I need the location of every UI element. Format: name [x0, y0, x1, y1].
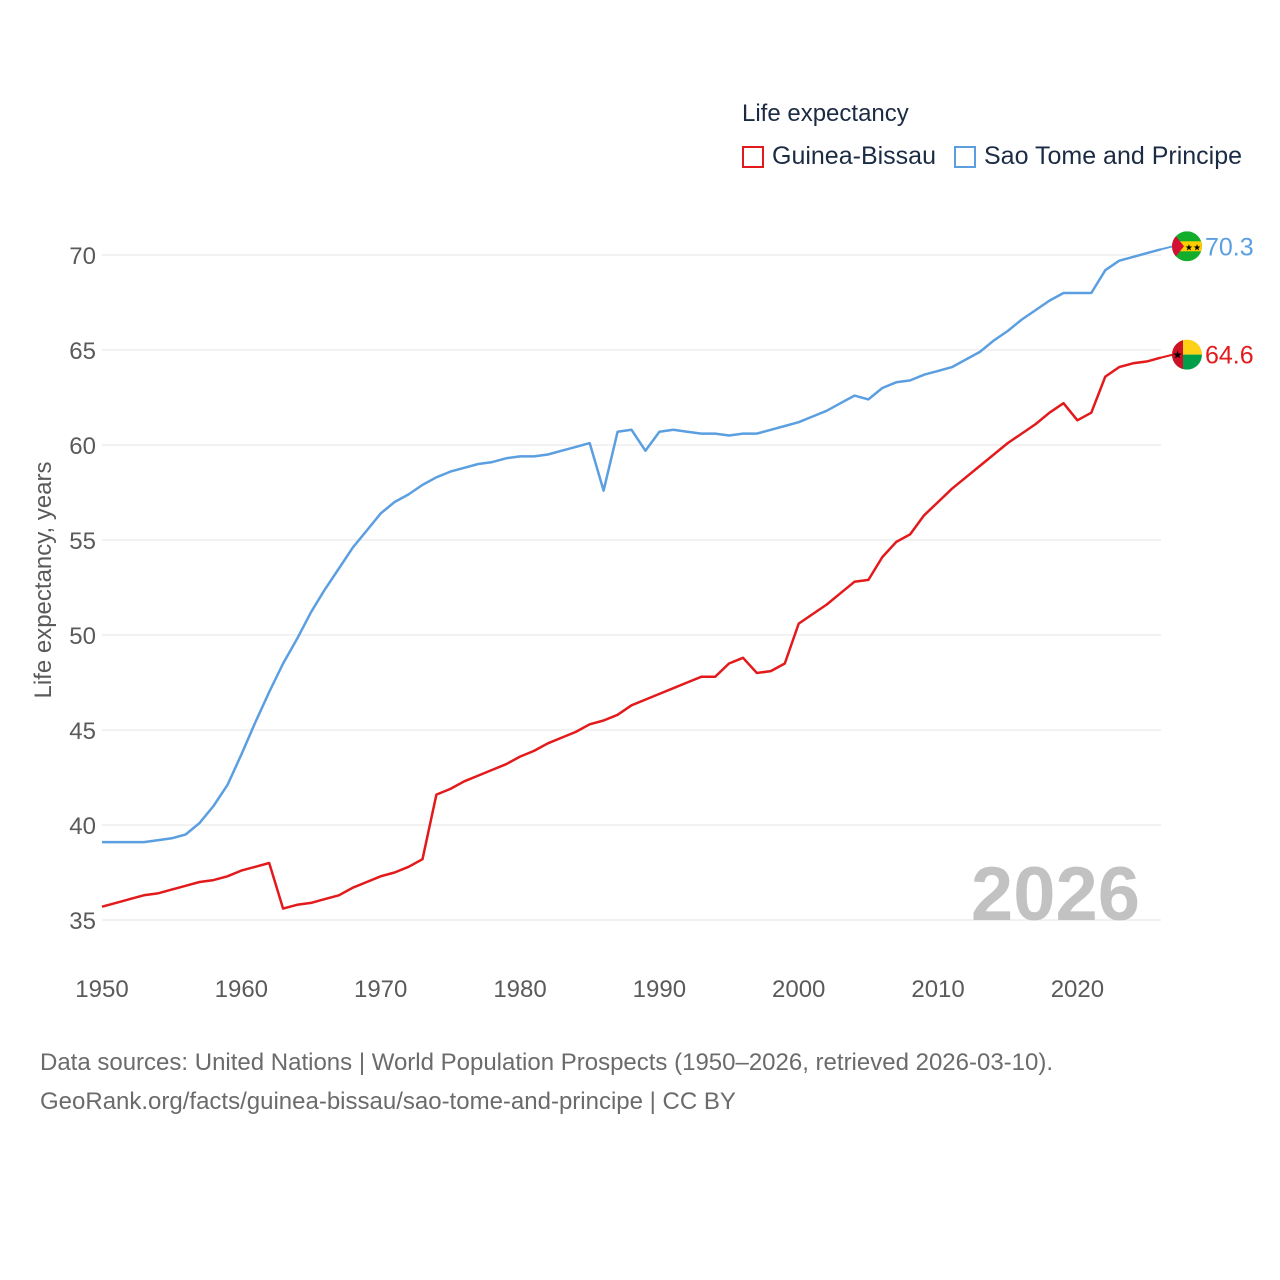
y-axis-ticks: 35 40 45 50 55 60 65 70: [69, 243, 96, 935]
y-tick-label-35: 35: [69, 908, 96, 935]
y-tick-label-40: 40: [69, 813, 96, 840]
footer-link: GeoRank.org/facts/guinea-bissau/sao-tome…: [40, 1088, 736, 1115]
end-connector-guinea-bissau: [1160, 353, 1174, 359]
x-tick-label-1970: 1970: [354, 976, 407, 1003]
end-connector-sao-tome-and-principe: [1160, 245, 1174, 251]
y-tick-label-55: 55: [69, 528, 96, 555]
legend-label-sao-tome-and-principe: Sao Tome and Principe: [983, 142, 1243, 170]
end-value-label-guinea-bissau: 64.6: [1205, 342, 1254, 370]
y-axis-label: Life expectancy, years: [30, 461, 57, 698]
footer: Data sources: United Nations | World Pop…: [40, 1043, 1053, 1121]
x-tick-label-1960: 1960: [215, 976, 268, 1003]
footer-sources: Data sources: United Nations | World Pop…: [40, 1049, 1054, 1076]
legend: Guinea-Bissau Sao Tome and Principe: [742, 142, 1260, 171]
legend-item-sao-tome-and-principe[interactable]: Sao Tome and Principe: [953, 142, 1243, 171]
y-tick-label-50: 50: [69, 623, 96, 650]
x-tick-label-1980: 1980: [493, 976, 546, 1003]
legend-swatch-guinea-bissau: [742, 145, 764, 168]
series-line-guinea-bissau[interactable]: [101, 356, 1162, 910]
legend-title: Life expectancy: [742, 100, 909, 127]
x-axis-ticks: 1950 1960 1970 1980 1990 2000 2010 2020: [75, 976, 1104, 1003]
series-line-sao-tome-and-principe[interactable]: [102, 248, 1162, 844]
x-tick-label-2020: 2020: [1051, 976, 1104, 1003]
y-tick-label-65: 65: [69, 338, 96, 365]
y-tick-label-60: 60: [69, 433, 96, 460]
grid-lines: [102, 254, 1161, 921]
legend-item-guinea-bissau[interactable]: Guinea-Bissau: [742, 142, 936, 171]
end-value-label-sao-tome-and-principe: 70.3: [1205, 233, 1254, 261]
sao-tome-and-principe-flag-icon: ★★: [1172, 231, 1202, 262]
y-tick-label-70: 70: [69, 243, 96, 270]
x-tick-label-2010: 2010: [911, 976, 964, 1003]
y-tick-label-45: 45: [69, 718, 96, 745]
x-tick-label-1950: 1950: [75, 976, 128, 1003]
svg-text:★★: ★★: [1185, 243, 1201, 253]
legend-swatch-sao-tome-and-principe: [953, 145, 976, 168]
x-tick-label-2000: 2000: [772, 976, 825, 1003]
guinea-bissau-flag-icon: ★: [1172, 339, 1202, 370]
x-tick-label-1990: 1990: [633, 976, 686, 1003]
year-watermark: 2026: [971, 852, 1140, 937]
legend-label-guinea-bissau: Guinea-Bissau: [772, 142, 936, 170]
svg-text:★: ★: [1173, 349, 1183, 362]
